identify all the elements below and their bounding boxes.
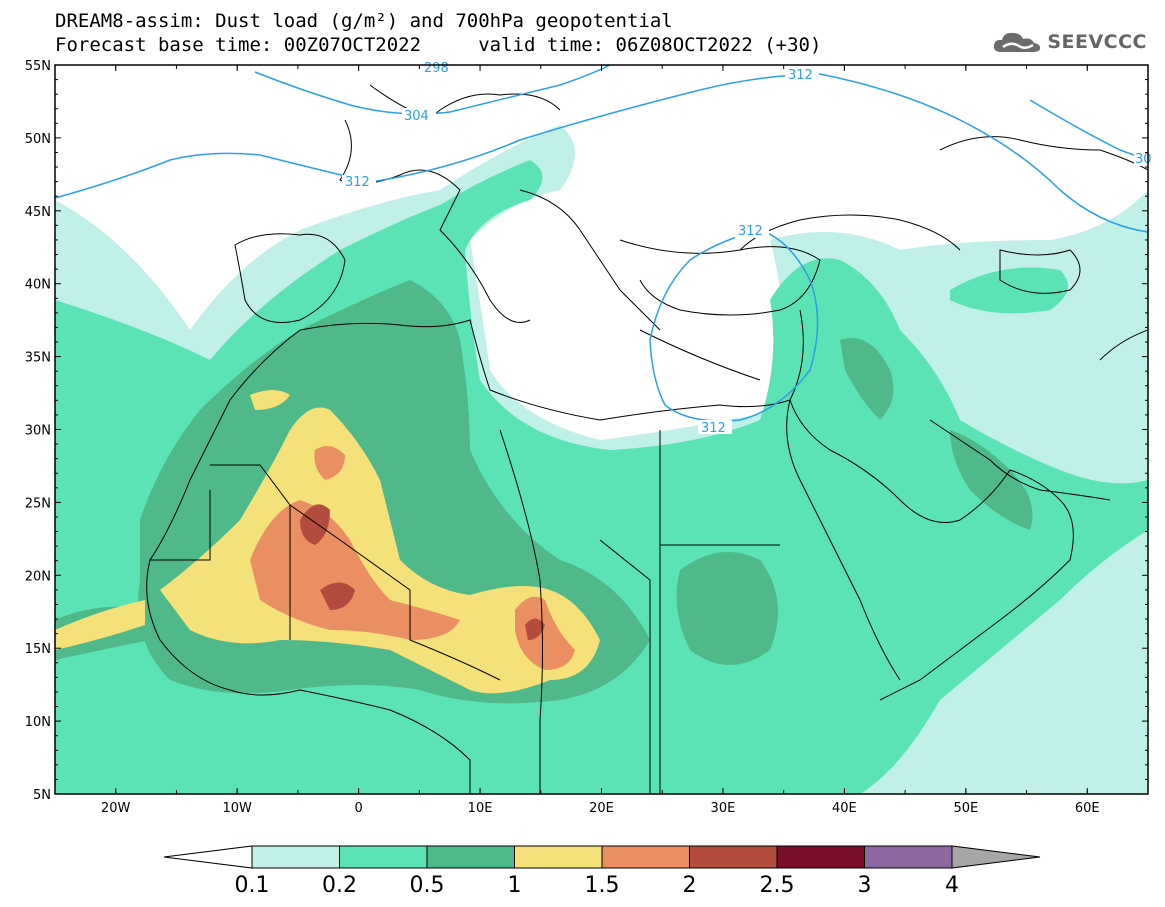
- colorbar-label: 1.5: [585, 873, 620, 898]
- longitude-axis: 20W 10W 0 10E 20E 30E 40E 50E 60E: [101, 65, 1100, 816]
- coastlines: [146, 84, 1148, 794]
- contour-label: 298: [424, 61, 449, 76]
- contour-label: 312: [701, 421, 726, 436]
- lon-tick-label: 0: [354, 801, 362, 816]
- lat-tick-label: 45N: [25, 205, 51, 220]
- logo-text: SEEVCCC: [1047, 31, 1147, 53]
- colorbar-segment: [426, 845, 515, 869]
- lat-tick-label: 20N: [25, 569, 51, 584]
- contour-label: 30: [1135, 152, 1152, 167]
- lon-tick-label: 10E: [468, 801, 493, 816]
- cloud-icon: [994, 32, 1041, 52]
- colorbar-segment: [514, 845, 603, 869]
- contour-label: 304: [404, 109, 429, 124]
- lat-tick-label: 5N: [33, 788, 51, 803]
- map-title: DREAM8-assim: Dust load (g/m²) and 700hP…: [55, 10, 673, 32]
- colorbar-label: 0.5: [410, 873, 445, 898]
- colorbar-label: 4: [945, 873, 959, 898]
- colorbar-under-triangle: [163, 845, 253, 869]
- lon-tick-label: 20W: [101, 801, 131, 816]
- lat-tick-label: 40N: [25, 278, 51, 293]
- colorbar-segment: [251, 845, 340, 869]
- lon-tick-label: 30E: [711, 801, 736, 816]
- lon-tick-label: 40E: [832, 801, 857, 816]
- colorbar-label: 2.5: [760, 873, 795, 898]
- lon-tick-label: 60E: [1075, 801, 1100, 816]
- latitude-axis: 55N 50N 45N 40N 35N 30N 25N 20N 15N 10N 5N: [25, 59, 1148, 803]
- colorbar-label: 1: [508, 873, 522, 898]
- dust-field: [55, 125, 1148, 794]
- lat-tick-label: 30N: [25, 424, 51, 439]
- lat-tick-label: 55N: [25, 59, 51, 74]
- map-subtitle: Forecast base time: 00Z07OCT2022 valid t…: [55, 34, 822, 56]
- contour-label: 312: [345, 175, 370, 190]
- lon-tick-label: 10W: [222, 801, 252, 816]
- colorbar-segment: [689, 845, 778, 869]
- contour-labels: 298 304 312 312 312 312 30: [342, 60, 1152, 436]
- colorbar-segment: [339, 845, 428, 869]
- lon-tick-label: 20E: [589, 801, 614, 816]
- colorbar-label: 2: [683, 873, 697, 898]
- colorbar-label: 0.2: [322, 873, 357, 898]
- colorbar-label: 3: [858, 873, 872, 898]
- colorbar-label: 0.1: [235, 873, 270, 898]
- contour-label: 312: [788, 68, 813, 83]
- contour-label: 312: [738, 224, 763, 239]
- lon-tick-label: 50E: [953, 801, 978, 816]
- colorbar-segment: [601, 845, 690, 869]
- lat-tick-label: 15N: [25, 642, 51, 657]
- colorbar-over-triangle: [951, 845, 1041, 869]
- colorbar: 0.1 0.2 0.5 1 1.5 2 2.5 3 4: [163, 845, 1041, 898]
- lat-tick-label: 25N: [25, 496, 51, 511]
- lat-tick-label: 10N: [25, 715, 51, 730]
- geopotential-contours: [55, 65, 1148, 422]
- seevccc-logo: SEEVCCC: [991, 28, 1147, 56]
- colorbar-segment: [776, 845, 865, 869]
- colorbar-segment: [864, 845, 953, 869]
- lat-tick-label: 50N: [25, 132, 51, 147]
- lat-tick-label: 35N: [25, 351, 51, 366]
